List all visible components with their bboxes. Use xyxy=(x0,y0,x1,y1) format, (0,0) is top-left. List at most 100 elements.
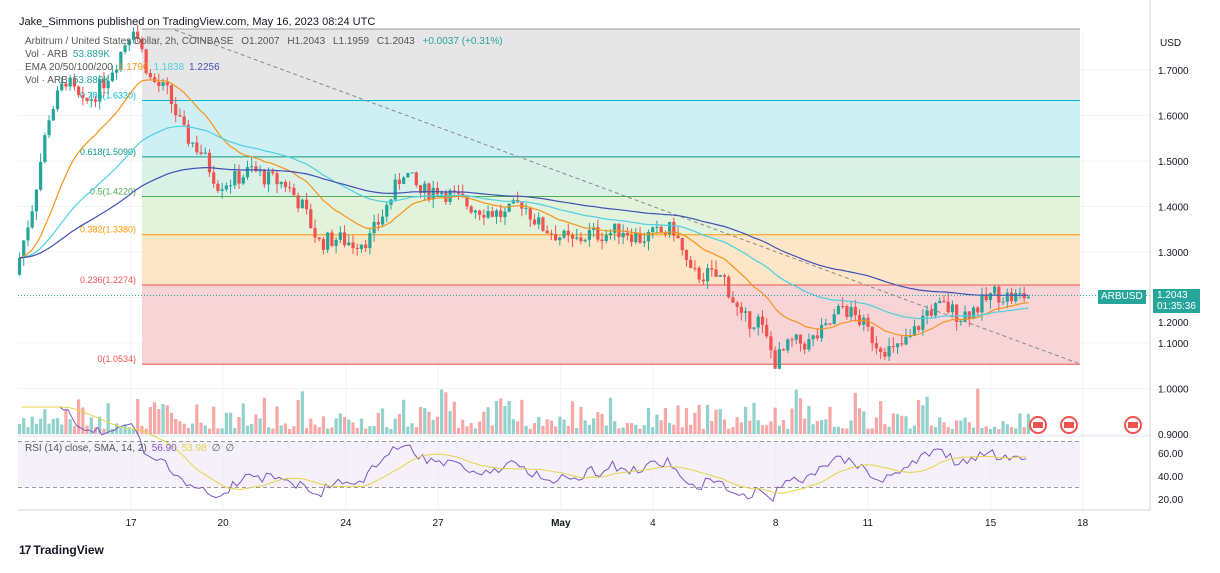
volume-bar xyxy=(613,421,617,434)
candle-body xyxy=(545,230,549,234)
candle-body xyxy=(410,172,414,174)
candle-body xyxy=(39,162,43,190)
candle-body xyxy=(933,303,938,316)
volume-bar xyxy=(921,405,925,434)
candle-body xyxy=(655,226,659,228)
volume-bar xyxy=(596,412,600,434)
candle-body xyxy=(359,244,364,249)
rsi-na-2: ∅ xyxy=(225,443,235,454)
candle-body xyxy=(697,267,701,280)
rsi-legend[interactable]: RSI (14) close, SMA, 14, 2) 56.90 53.98 ∅ ∅ xyxy=(25,443,239,455)
candle-body xyxy=(756,316,760,328)
volume-bar xyxy=(254,414,258,434)
candle-body xyxy=(190,142,195,144)
volume-bar xyxy=(288,428,292,434)
volume-bar xyxy=(955,420,959,434)
candle-body xyxy=(237,171,241,184)
volume-bar xyxy=(359,418,364,434)
candle-body xyxy=(629,235,634,243)
candle-body xyxy=(245,167,250,178)
volume-bar xyxy=(617,428,621,434)
candle-body xyxy=(228,185,233,187)
candle-body xyxy=(769,336,773,351)
candle-body xyxy=(317,237,321,240)
candle-body xyxy=(955,304,959,322)
volume-bar xyxy=(933,427,938,434)
candle-body xyxy=(1014,293,1018,302)
volume-bar xyxy=(642,425,646,434)
candle-body xyxy=(993,286,997,294)
volume-legend[interactable]: Vol · ARB 53.889K xyxy=(25,49,115,61)
volume-bar xyxy=(380,408,385,434)
volume-bar xyxy=(262,397,266,434)
volume-bar xyxy=(233,428,237,434)
rsi-tick-label: 40.00 xyxy=(1158,472,1183,483)
volume-bar xyxy=(98,416,102,434)
rsi-value: 56.90 xyxy=(151,443,177,454)
ema-legend[interactable]: EMA 20/50/100/200 1.1796 1.1838 1.2256 xyxy=(25,62,225,74)
volume-bar xyxy=(245,425,250,434)
volume-bar xyxy=(368,426,372,434)
candle-body xyxy=(722,275,727,277)
volume-bar xyxy=(849,420,853,434)
candle-body xyxy=(938,300,942,304)
candle-body xyxy=(748,311,752,329)
volume-bar xyxy=(549,420,554,434)
candle-body xyxy=(967,311,971,319)
candle-body xyxy=(389,199,393,205)
volume-bar xyxy=(942,422,946,434)
volume-bar xyxy=(575,428,579,434)
volume-bar xyxy=(250,423,254,434)
volume-bar xyxy=(152,402,157,434)
candle-body xyxy=(68,77,72,87)
candle-body xyxy=(330,232,334,246)
volume-bar xyxy=(828,406,832,434)
fib-level-label: 0.786(1.6330) xyxy=(80,90,136,100)
candle-body xyxy=(216,183,220,191)
volume-bar xyxy=(81,407,85,434)
volume-bar xyxy=(473,428,478,434)
candle-body xyxy=(887,346,891,357)
candle-body xyxy=(17,257,22,275)
volume-bar xyxy=(292,426,296,434)
candle-body xyxy=(89,99,93,101)
candle-body xyxy=(845,306,849,317)
volume-bar xyxy=(51,419,55,434)
candle-body xyxy=(1026,296,1031,299)
volume-bar xyxy=(566,425,570,434)
candle-body xyxy=(794,334,798,340)
candle-body xyxy=(613,223,617,233)
symbol-name[interactable]: Arbitrum / United States Dollar, 2h, COI… xyxy=(25,36,234,47)
volume-legend-2[interactable]: Vol · ARB 53.889K xyxy=(25,75,115,87)
ema-20-line xyxy=(19,79,1029,337)
volume-bar xyxy=(710,421,714,434)
volume-bar xyxy=(832,426,836,434)
volume-bar xyxy=(786,428,790,434)
candle-body xyxy=(347,242,351,246)
volume-bar xyxy=(207,428,212,434)
volume-bar xyxy=(537,416,541,434)
candle-body xyxy=(917,326,921,330)
volume-bar xyxy=(971,427,976,434)
tradingview-logo[interactable]: 17 TradingView xyxy=(19,543,104,557)
time-tick-label: 4 xyxy=(650,518,656,529)
volume-bar xyxy=(351,422,355,434)
volume-bar xyxy=(765,425,769,434)
volume-bar xyxy=(469,422,473,434)
time-tick-label: 15 xyxy=(985,518,997,529)
candle-body xyxy=(423,183,427,193)
volume-bar xyxy=(879,401,883,434)
candle-body xyxy=(781,349,786,351)
candle-body xyxy=(127,39,131,46)
candle-body xyxy=(81,95,85,98)
candle-body xyxy=(786,339,790,351)
volume-bar xyxy=(925,396,929,434)
candle-body xyxy=(684,250,689,260)
candle-body xyxy=(376,221,380,225)
candle-body xyxy=(621,233,625,238)
volume-bar xyxy=(440,389,444,434)
volume-bar xyxy=(570,401,575,434)
volume-bar xyxy=(511,419,516,434)
volume-bar xyxy=(410,423,414,434)
